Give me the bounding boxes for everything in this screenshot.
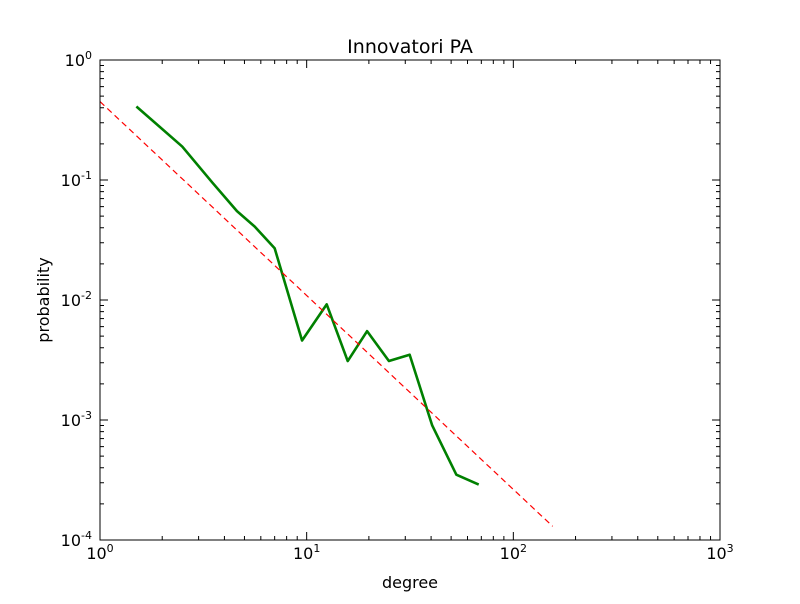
plot-area-frame	[99, 59, 721, 541]
ticks-layer: 100 101 102 103 10-4 10-3 10-2 10-1 100	[61, 49, 734, 563]
y-tick-label-3: 10-1	[61, 169, 92, 190]
chart-title: Innovatori PA	[347, 36, 473, 58]
x-tick-label-0: 100	[86, 542, 113, 563]
x-tick-label-1: 101	[293, 542, 320, 563]
x-tick-label-2: 102	[500, 542, 527, 563]
y-tick-label-0: 10-4	[61, 529, 92, 550]
series-layer	[99, 101, 554, 527]
x-axis-label: degree	[382, 573, 438, 592]
y-tick-label-4: 100	[65, 49, 92, 70]
y-axis-label: probability	[34, 257, 53, 342]
y-tick-label-2: 10-2	[61, 289, 92, 310]
series-fit-line	[99, 101, 554, 527]
x-tick-label-3: 103	[706, 542, 733, 563]
series-data-line	[135, 105, 480, 486]
y-tick-label-1: 10-3	[61, 409, 92, 430]
